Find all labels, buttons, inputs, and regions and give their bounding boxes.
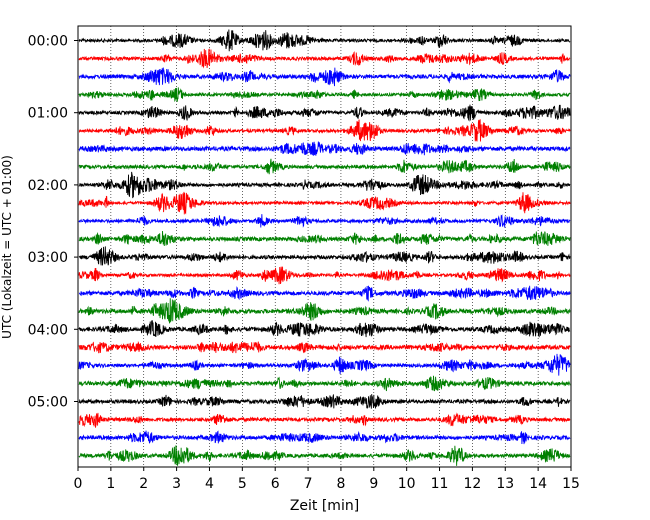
y-tick-label: 02:00 — [28, 178, 68, 194]
trace-line — [78, 230, 571, 246]
y-tick-label: 03:00 — [28, 250, 68, 266]
trace-line — [78, 87, 571, 103]
plot-frame — [77, 25, 572, 468]
trace-line — [78, 320, 571, 338]
y-tick-label: 00:00 — [28, 34, 68, 50]
x-axis-label: Zeit [min] — [290, 498, 359, 514]
y-tick-label: 05:00 — [28, 395, 68, 411]
x-tick-label: 11 — [431, 476, 449, 492]
x-tick-label: 6 — [271, 476, 280, 492]
trace-line — [78, 171, 571, 199]
trace-line — [78, 394, 571, 409]
trace-line — [78, 445, 571, 467]
trace-line — [78, 141, 571, 156]
x-tick-label: 13 — [496, 476, 514, 492]
trace-line — [78, 340, 571, 354]
trace-line — [78, 104, 571, 122]
trace-line — [78, 158, 571, 175]
trace-line — [78, 214, 571, 228]
trace-line — [78, 298, 571, 324]
x-tick-label: 1 — [106, 476, 115, 492]
y-tick-label: 04:00 — [28, 322, 68, 338]
trace-line — [78, 29, 571, 52]
x-tick-label: 8 — [336, 476, 345, 492]
trace-line — [78, 412, 571, 428]
x-tick-label: 5 — [238, 476, 247, 492]
x-tick-label: 15 — [562, 476, 580, 492]
x-tick-label: 9 — [369, 476, 378, 492]
trace-line — [78, 48, 571, 69]
y-axis-label: UTC (Lokalzeit = UTC + 01:00) — [0, 155, 14, 339]
trace-line — [78, 353, 571, 376]
x-tick-label: 14 — [529, 476, 547, 492]
trace-line — [78, 430, 571, 445]
trace-line — [78, 285, 571, 302]
x-tick-label: 3 — [172, 476, 181, 492]
trace-line — [78, 375, 571, 392]
y-axis-ticks: 00:00 01:00 02:00 03:00 04:00 05:00 — [28, 34, 78, 411]
trace-line — [78, 246, 571, 266]
y-tick-label: 01:00 — [28, 106, 68, 122]
trace-lines — [78, 29, 571, 467]
trace-line — [78, 266, 571, 285]
x-tick-label: 12 — [463, 476, 481, 492]
x-axis-ticks: 0 1 2 3 4 5 6 7 8 9 10 11 12 13 14 15 — [74, 467, 580, 492]
x-tick-label: 0 — [74, 476, 83, 492]
x-tick-label: 4 — [205, 476, 214, 492]
x-tick-label: 7 — [304, 476, 313, 492]
trace-line — [78, 67, 571, 87]
x-tick-label: 10 — [398, 476, 416, 492]
x-tick-label: 2 — [139, 476, 148, 492]
trace-line — [78, 191, 571, 215]
trace-line — [78, 119, 571, 142]
